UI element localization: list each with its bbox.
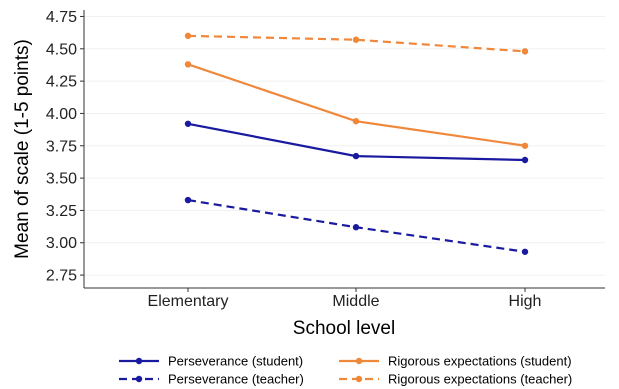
data-point bbox=[521, 248, 529, 255]
axes bbox=[83, 10, 605, 289]
data-point bbox=[352, 36, 360, 43]
y-tick-label: 2.75 bbox=[46, 268, 77, 285]
series-3 bbox=[184, 196, 529, 255]
data-point bbox=[521, 48, 529, 55]
series-2 bbox=[184, 61, 529, 149]
legend: Perseverance (student) Rigorous expectati… bbox=[119, 354, 572, 387]
data-point bbox=[352, 152, 360, 160]
y-tick-label: 4.75 bbox=[46, 9, 77, 26]
x-tick-label: Middle bbox=[332, 293, 379, 310]
data-point bbox=[521, 142, 529, 149]
x-tick-labels: Elementary Middle High bbox=[148, 288, 542, 310]
legend-label: Rigorous expectations (teacher) bbox=[388, 372, 572, 387]
y-tick-label: 4.25 bbox=[46, 74, 77, 91]
y-tick-label: 3.50 bbox=[46, 171, 77, 188]
y-tick-label: 4.00 bbox=[46, 106, 77, 123]
x-axis-title: School level bbox=[293, 318, 395, 339]
data-point bbox=[184, 196, 192, 204]
x-tick-label: High bbox=[509, 293, 542, 310]
legend-key-point bbox=[135, 357, 143, 365]
y-tick-label: 3.75 bbox=[46, 138, 77, 155]
y-tick-label: 3.25 bbox=[46, 203, 77, 220]
data-point bbox=[521, 156, 529, 164]
y-tick-labels: 2.75 3.00 3.25 3.50 3.75 4.00 4.25 4.50 4.75 bbox=[46, 9, 84, 285]
data-point bbox=[184, 32, 192, 40]
legend-label: Perseverance (student) bbox=[168, 354, 303, 369]
legend-label: Rigorous expectations (student) bbox=[388, 354, 572, 369]
data-point bbox=[184, 61, 192, 68]
y-tick-label: 3.00 bbox=[46, 235, 77, 252]
legend-item: Rigorous expectations (student) bbox=[339, 354, 572, 369]
data-point bbox=[352, 224, 360, 231]
legend-item: Rigorous expectations (teacher) bbox=[339, 372, 572, 387]
data-point bbox=[352, 118, 360, 125]
grid bbox=[84, 15, 605, 276]
legend-label: Perseverance (teacher) bbox=[168, 372, 304, 387]
series bbox=[184, 32, 529, 255]
y-tick-label: 4.50 bbox=[46, 41, 77, 58]
series-1 bbox=[184, 120, 529, 164]
legend-key-point bbox=[355, 357, 363, 365]
series-line bbox=[187, 34, 526, 53]
legend-item: Perseverance (student) bbox=[119, 354, 303, 369]
y-axis-title: Mean of scale (1-5 points) bbox=[12, 39, 33, 259]
series-4 bbox=[184, 32, 529, 55]
legend-item: Perseverance (teacher) bbox=[119, 372, 304, 387]
data-point bbox=[184, 120, 192, 127]
legend-key-point bbox=[355, 375, 363, 383]
x-tick-label: Elementary bbox=[148, 293, 229, 310]
legend-key-point bbox=[135, 375, 143, 383]
